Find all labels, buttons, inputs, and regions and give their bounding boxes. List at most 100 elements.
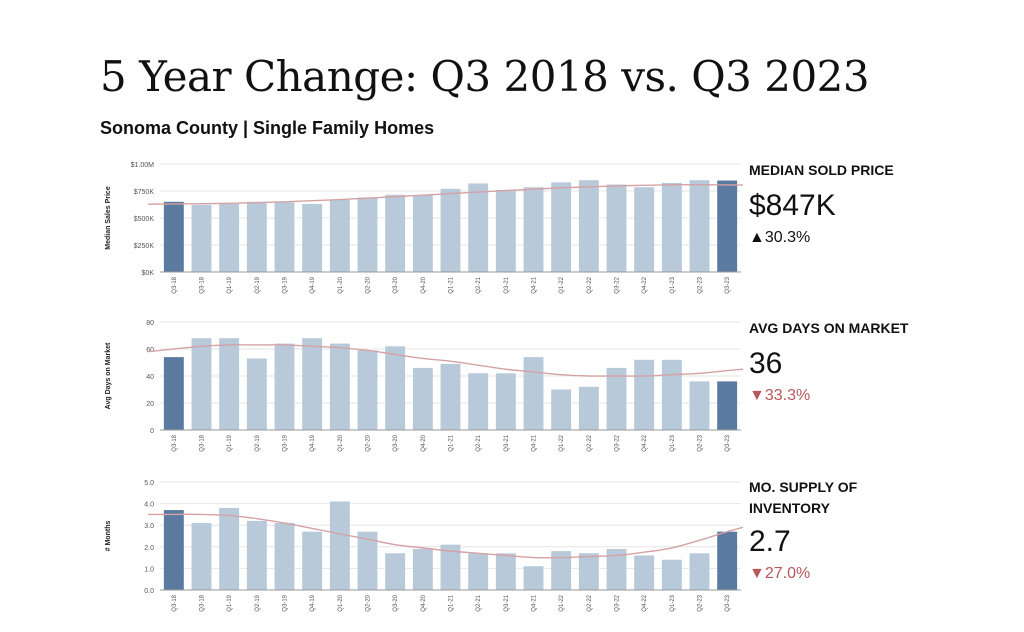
x-tick-label: Q2-22 xyxy=(587,594,593,611)
x-tick-label: Q3-18 xyxy=(172,276,178,293)
bar xyxy=(302,338,323,430)
bar xyxy=(163,510,184,590)
x-tick-label: Q3-23 xyxy=(725,594,731,611)
bar xyxy=(468,553,489,590)
x-tick-label: Q4-19 xyxy=(310,594,316,611)
y-tick-label: 0 xyxy=(150,428,154,435)
x-tick-label: Q1-22 xyxy=(559,594,565,611)
y-tick-label: $750K xyxy=(134,189,155,196)
kpi-change: ▼27.0% xyxy=(749,565,811,582)
x-tick-label: Q2-23 xyxy=(698,276,704,293)
page-subtitle: Sonoma County | Single Family Homes xyxy=(100,118,435,138)
bar xyxy=(551,182,572,272)
trend-line xyxy=(147,344,744,377)
x-tick-label: Q3-18 xyxy=(200,594,206,611)
x-tick-label: Q2-23 xyxy=(698,434,704,451)
bar xyxy=(191,523,212,590)
bar xyxy=(329,343,350,430)
x-tick-label: Q3-19 xyxy=(283,276,289,293)
x-tick-label: Q3-22 xyxy=(615,594,621,611)
bar xyxy=(163,357,184,430)
x-tick-label: Q1-21 xyxy=(449,276,455,293)
bar xyxy=(412,367,433,430)
x-tick-label: Q4-20 xyxy=(421,276,427,293)
bar xyxy=(661,182,682,272)
kpi-months-supply: MO. SUPPLY OF INVENTORY 2.7 ▼27.0% xyxy=(749,477,909,583)
bar xyxy=(551,389,572,430)
x-tick-label: Q2-19 xyxy=(255,276,261,293)
x-tick-label: Q2-22 xyxy=(587,434,593,451)
bar xyxy=(385,553,406,590)
x-tick-label: Q1-23 xyxy=(670,276,676,293)
bar xyxy=(329,199,350,272)
kpi-value: 2.7 xyxy=(749,525,791,558)
x-tick-label: Q1-20 xyxy=(338,434,344,451)
x-tick-label: Q4-21 xyxy=(532,594,538,611)
y-tick-label: 4.0 xyxy=(144,502,154,509)
kpi-median-sold-price: MEDIAN SOLD PRICE $847K ▲30.3% xyxy=(749,160,949,247)
bar xyxy=(440,363,461,430)
y-tick-label: 2.0 xyxy=(144,545,154,552)
x-tick-label: Q3-22 xyxy=(615,434,621,451)
x-tick-label: Q4-19 xyxy=(310,276,316,293)
x-tick-label: Q3-20 xyxy=(393,276,399,293)
x-tick-label: Q4-20 xyxy=(421,434,427,451)
bar xyxy=(495,373,516,430)
bar xyxy=(246,358,267,430)
bar xyxy=(495,553,516,590)
bar xyxy=(523,357,544,430)
bar xyxy=(246,520,267,590)
x-tick-label: Q1-20 xyxy=(338,276,344,293)
kpi-label: MO. SUPPLY OF INVENTORY xyxy=(749,479,858,516)
x-tick-label: Q3-22 xyxy=(615,276,621,293)
bar xyxy=(606,548,627,590)
y-tick-label: $250K xyxy=(134,243,155,250)
y-tick-label: 80 xyxy=(146,320,154,327)
bar xyxy=(274,343,295,430)
x-tick-label: Q3-23 xyxy=(725,434,731,451)
y-axis-label: # Months xyxy=(105,521,112,552)
bar xyxy=(357,531,378,590)
x-tick-label: Q3-18 xyxy=(172,434,178,451)
x-tick-label: Q2-19 xyxy=(255,594,261,611)
kpi-value: $847K xyxy=(749,189,836,222)
bar xyxy=(440,544,461,590)
x-tick-label: Q1-19 xyxy=(227,594,233,611)
x-tick-label: Q2-21 xyxy=(476,434,482,451)
kpi-change: ▼33.3% xyxy=(749,387,811,404)
x-tick-label: Q1-23 xyxy=(670,594,676,611)
bar xyxy=(274,523,295,590)
y-tick-label: 3.0 xyxy=(144,523,154,530)
kpi-label: MEDIAN SOLD PRICE xyxy=(749,162,894,178)
x-tick-label: Q4-21 xyxy=(532,434,538,451)
bar xyxy=(689,180,710,272)
x-tick-label: Q3-18 xyxy=(172,594,178,611)
bar xyxy=(634,187,655,272)
x-tick-label: Q4-22 xyxy=(642,434,648,451)
x-tick-label: Q4-21 xyxy=(532,276,538,293)
bar xyxy=(219,507,240,590)
bar xyxy=(661,559,682,590)
x-tick-label: Q3-23 xyxy=(725,276,731,293)
kpi-change: ▲30.3% xyxy=(749,229,811,246)
x-tick-label: Q1-21 xyxy=(449,434,455,451)
kpi-label: AVG DAYS ON MARKET xyxy=(749,320,909,336)
x-tick-label: Q2-20 xyxy=(366,434,372,451)
bar xyxy=(219,203,240,272)
y-tick-label: $500K xyxy=(134,216,155,223)
x-tick-label: Q4-20 xyxy=(421,594,427,611)
bar xyxy=(357,350,378,430)
bar xyxy=(329,501,350,590)
y-tick-label: 0.0 xyxy=(144,588,154,595)
y-tick-label: $1.00M xyxy=(131,162,155,169)
x-tick-label: Q3-21 xyxy=(504,594,510,611)
x-tick-label: Q4-22 xyxy=(642,594,648,611)
bar xyxy=(357,197,378,272)
x-tick-label: Q1-20 xyxy=(338,594,344,611)
bar xyxy=(440,188,461,272)
x-tick-label: Q2-21 xyxy=(476,594,482,611)
bar xyxy=(385,194,406,272)
x-tick-label: Q2-20 xyxy=(366,594,372,611)
bar xyxy=(606,367,627,430)
